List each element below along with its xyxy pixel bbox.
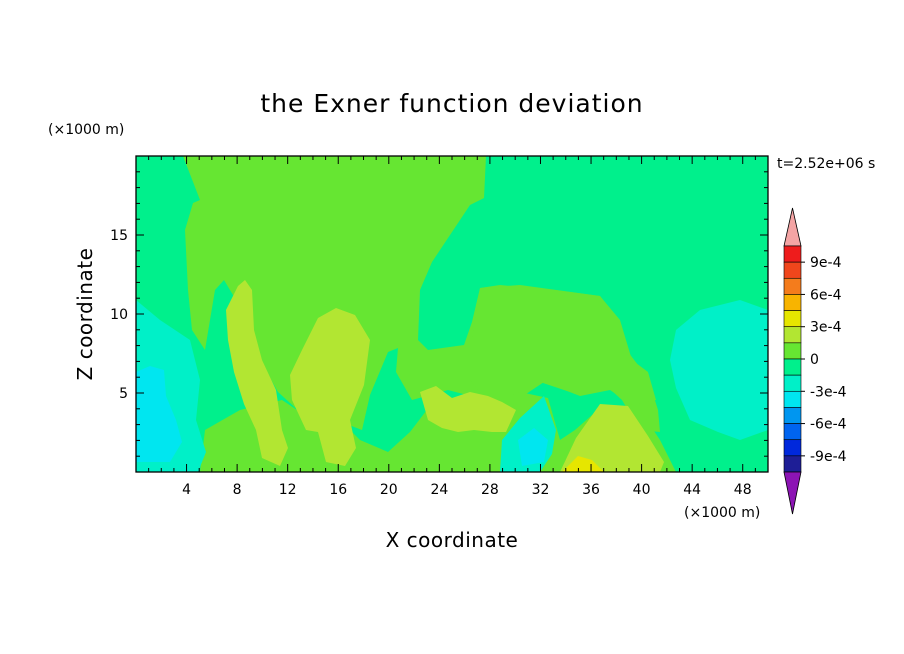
- colorbar-label: 6e-4: [810, 287, 842, 303]
- region-cyan-right: [670, 300, 768, 440]
- x-tick-label: 36: [582, 482, 600, 498]
- region-aqua-bottom: [518, 428, 548, 466]
- region-right-green-block: [470, 285, 656, 405]
- colorbar-label: 0: [810, 352, 819, 368]
- region-plume-left: [226, 280, 288, 466]
- colorbar-label: 9e-4: [810, 255, 842, 271]
- colorbar-level: [783, 407, 802, 424]
- colorbar-level: [783, 277, 802, 295]
- chart-title: the Exner function deviation: [260, 89, 643, 118]
- y-axis-label: Z coordinate: [73, 248, 97, 381]
- colorbar-level: [783, 374, 802, 392]
- x-unit-label: (×1000 m): [684, 505, 760, 521]
- region-lower-green-band: [200, 392, 676, 472]
- colorbar-label: 3e-4: [810, 320, 842, 336]
- colorbar-level: [783, 245, 802, 263]
- colorbar-level: [783, 294, 802, 311]
- contour-field: [136, 156, 768, 472]
- x-tick-label: 12: [279, 482, 297, 498]
- colorbar-bottom-arrow: [783, 471, 802, 515]
- x-tick-label: 24: [430, 482, 448, 498]
- x-tick-label: 20: [380, 482, 398, 498]
- colorbar-label: -6e-4: [810, 417, 847, 433]
- colorbar-top-arrow: [783, 207, 802, 247]
- colorbar-level: [783, 342, 802, 360]
- x-tick-label: 44: [683, 482, 701, 498]
- time-label: t=2.52e+06 s: [777, 156, 875, 172]
- x-tick-label: 28: [481, 482, 499, 498]
- colorbar-label: -3e-4: [810, 384, 847, 400]
- region-plume-mid: [290, 308, 370, 466]
- colorbar-level: [783, 326, 802, 344]
- region-aqua-left: [136, 366, 182, 462]
- x-axis-label: X coordinate: [386, 528, 519, 552]
- x-tick-label: 16: [329, 482, 347, 498]
- colorbar-level: [783, 310, 802, 328]
- colorbar-label: -9e-4: [810, 449, 847, 465]
- region-plume-bottom: [560, 404, 664, 472]
- colorbar-level: [783, 439, 802, 457]
- x-tick-label: 8: [233, 482, 242, 498]
- x-tick-label: 32: [532, 482, 550, 498]
- y-unit-label: (×1000 m): [48, 122, 124, 138]
- colorbar-level: [783, 455, 802, 473]
- colorbar-level: [783, 390, 802, 408]
- y-tick-label: 5: [119, 386, 128, 402]
- region-yellow-spot-bottom: [562, 456, 604, 472]
- colorbar-level: [783, 358, 802, 376]
- colorbar: 9e-4 6e-4 3e-4 0 -3e-4 -6e-4 -9e-4: [783, 207, 847, 515]
- colorbar-level: [783, 261, 802, 279]
- x-tick-label: 40: [633, 482, 651, 498]
- y-tick-label: 15: [110, 228, 128, 244]
- x-tick-label: 4: [182, 482, 191, 498]
- y-tick-label: 10: [110, 307, 128, 323]
- colorbar-level: [783, 423, 802, 441]
- region-plume-right: [420, 386, 516, 432]
- x-tick-label: 48: [734, 482, 752, 498]
